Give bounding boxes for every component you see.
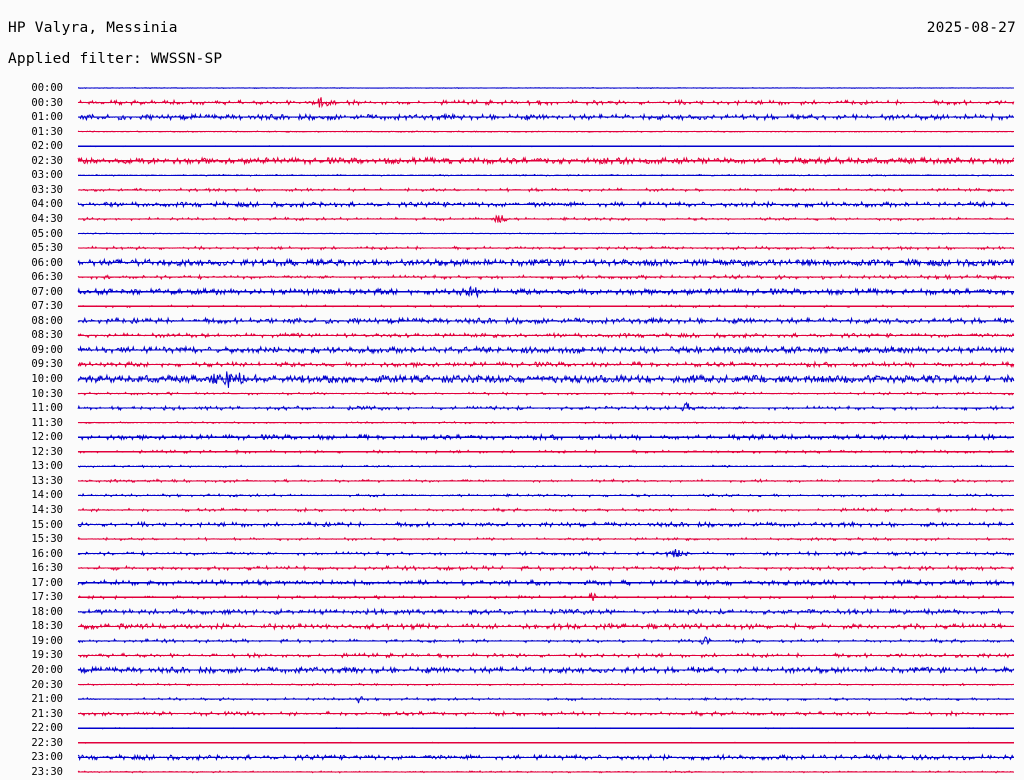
time-tick-label: 15:00 <box>31 518 63 531</box>
time-tick-label: 06:00 <box>31 256 63 269</box>
time-tick-label: 06:30 <box>31 271 63 284</box>
time-tick-label: 09:30 <box>31 358 63 371</box>
time-tick-label: 00:30 <box>31 96 63 109</box>
time-tick-label: 22:00 <box>31 722 63 735</box>
time-tick-label: 14:00 <box>31 489 63 502</box>
time-tick-label: 05:00 <box>31 227 63 240</box>
applied-filter-label: Applied filter: WWSSN-SP <box>8 51 223 67</box>
time-tick-label: 19:00 <box>31 634 63 647</box>
time-tick-label: 18:00 <box>31 605 63 618</box>
time-tick-label: 09:00 <box>31 343 63 356</box>
time-tick-label: 21:30 <box>31 707 63 720</box>
time-tick-label: 04:00 <box>31 198 63 211</box>
time-tick-label: 04:30 <box>31 212 63 225</box>
page-title: HP Valyra, Messinia <box>8 20 178 36</box>
time-tick-label: 02:00 <box>31 140 63 153</box>
time-tick-label: 23:00 <box>31 751 63 764</box>
time-tick-label: 20:30 <box>31 678 63 691</box>
time-tick-label: 08:00 <box>31 314 63 327</box>
time-tick-label: 16:00 <box>31 547 63 560</box>
time-tick-label: 17:00 <box>31 576 63 589</box>
time-tick-label: 10:30 <box>31 387 63 400</box>
time-tick-label: 22:30 <box>31 736 63 749</box>
time-tick-label: 07:30 <box>31 300 63 313</box>
time-tick-label: 19:30 <box>31 649 63 662</box>
time-tick-label: 01:00 <box>31 111 63 124</box>
time-tick-label: 11:00 <box>31 402 63 415</box>
time-tick-label: 08:30 <box>31 329 63 342</box>
time-tick-label: 13:00 <box>31 460 63 473</box>
time-tick-label: 03:30 <box>31 183 63 196</box>
time-tick-label: 23:30 <box>31 765 63 778</box>
time-tick-label: 02:30 <box>31 154 63 167</box>
helicorder-plot: 00:00 00:30 01:00 01:30 02:00 02:30 03:00 03:30… <box>0 78 1024 778</box>
time-tick-label: 05:30 <box>31 242 63 255</box>
time-tick-label: 21:00 <box>31 693 63 706</box>
time-tick-label: 13:30 <box>31 474 63 487</box>
time-tick-label: 12:00 <box>31 431 63 444</box>
record-date: 2025-08-27 <box>926 20 1016 36</box>
time-tick-label: 15:30 <box>31 533 63 546</box>
time-tick-label: 18:30 <box>31 620 63 633</box>
time-tick-label: 07:00 <box>31 285 63 298</box>
trace-canvas <box>77 86 1015 774</box>
time-tick-label: 01:30 <box>31 125 63 138</box>
time-tick-label: 16:30 <box>31 562 63 575</box>
time-tick-label: 03:00 <box>31 169 63 182</box>
time-tick-label: 14:30 <box>31 503 63 516</box>
time-tick-label: 00:00 <box>31 82 63 94</box>
time-tick-label: 20:00 <box>31 664 63 676</box>
time-tick-label: 17:30 <box>31 591 63 604</box>
time-tick-label: 10:00 <box>31 373 63 385</box>
time-tick-label: 11:30 <box>31 416 63 429</box>
time-tick-label: 12:30 <box>31 445 63 458</box>
